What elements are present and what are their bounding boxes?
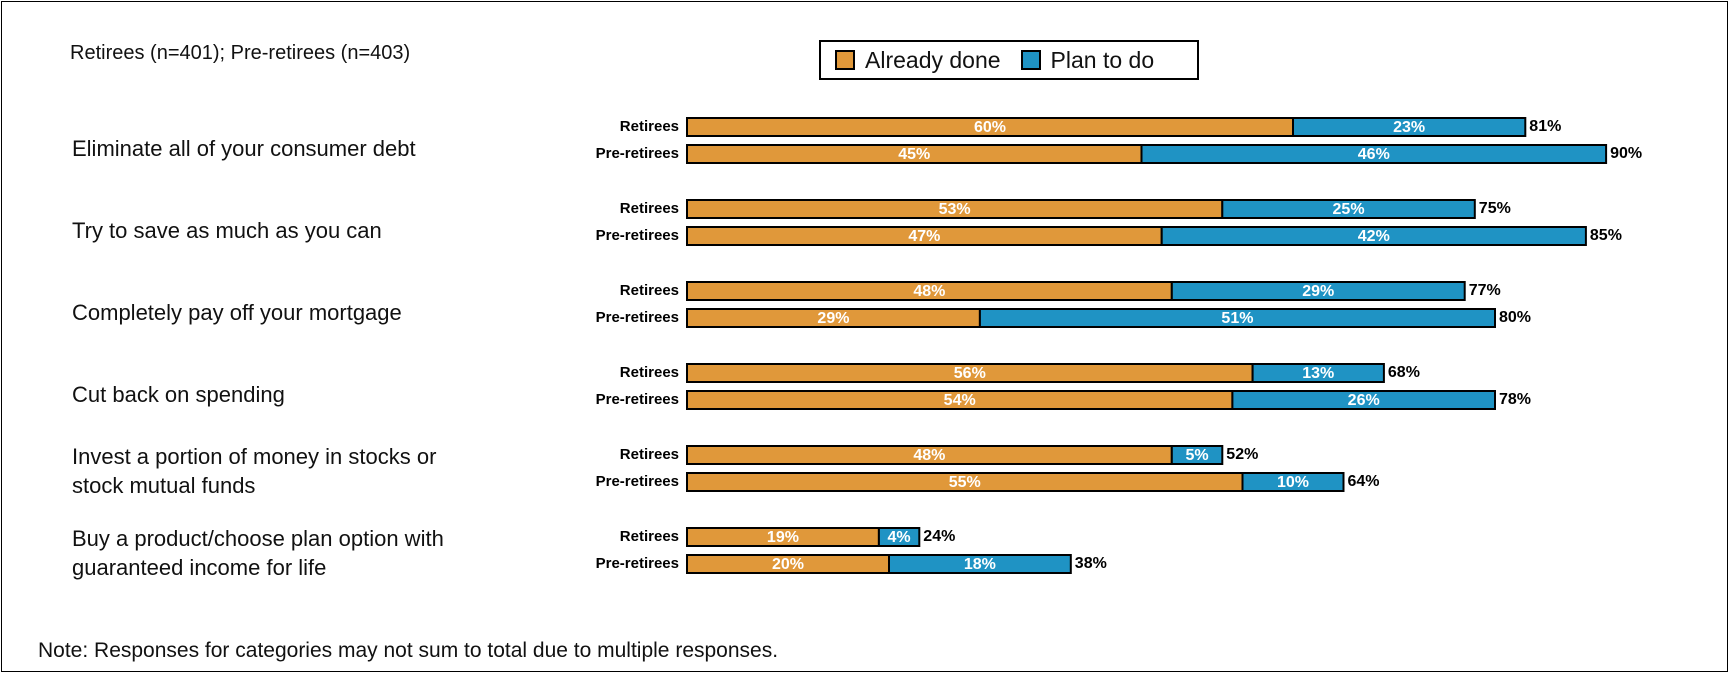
group-label-pre-retirees: Pre-retirees [596, 227, 679, 244]
data-label-total: 81% [1529, 118, 1561, 135]
data-label-total: 52% [1226, 446, 1258, 463]
data-label-plan-to-do: 26% [1348, 392, 1380, 409]
category-label-line: Buy a product/choose plan option with [72, 525, 444, 551]
data-label-total: 77% [1469, 282, 1501, 299]
data-label-plan-to-do: 4% [888, 529, 911, 546]
data-label-already-done: 53% [939, 201, 971, 218]
bar-plan-to-do [1241, 472, 1345, 492]
bar-plan-to-do [888, 554, 1072, 574]
data-label-total: 75% [1479, 200, 1511, 217]
data-label-plan-to-do: 51% [1221, 310, 1253, 327]
group-label-retirees: Retirees [620, 118, 679, 135]
legend-item-already-done: Already done [835, 47, 1001, 74]
data-label-already-done: 55% [949, 474, 981, 491]
group-label-pre-retirees: Pre-retirees [596, 145, 679, 162]
data-label-total: 38% [1075, 555, 1107, 572]
legend-item-plan-to-do: Plan to do [1020, 46, 1155, 74]
data-label-plan-to-do: 18% [964, 556, 996, 573]
legend-swatch-already-done [835, 50, 855, 70]
data-label-already-done: 20% [772, 556, 804, 573]
group-label-retirees: Retirees [620, 528, 679, 545]
group-label-retirees: Retirees [620, 364, 679, 381]
data-label-total: 68% [1388, 364, 1420, 381]
bar-plan-to-do [1231, 390, 1497, 410]
data-label-plan-to-do: 5% [1185, 447, 1208, 464]
category-label-line: Invest a portion of money in stocks or [72, 443, 437, 469]
category-label-line: Try to save as much as you can [72, 218, 382, 243]
category-label-line: stock mutual funds [72, 472, 256, 498]
group-label-pre-retirees: Pre-retirees [596, 309, 679, 326]
legend-label-plan-to-do: Plan to do [1050, 46, 1155, 73]
category-label: Invest a portion of money in stocks or st… [72, 442, 522, 500]
legend-label-already-done: Already done [865, 46, 1001, 73]
category-label: Cut back on spending [72, 380, 522, 409]
data-label-plan-to-do: 23% [1393, 119, 1425, 136]
data-label-already-done: 60% [974, 119, 1006, 136]
bar-plan-to-do [1292, 117, 1527, 137]
data-label-already-done: 56% [954, 365, 986, 382]
data-label-already-done: 19% [767, 529, 799, 546]
bar-plan-to-do [978, 308, 1496, 328]
category-label-line: Cut back on spending [72, 382, 285, 407]
category-label-line: Completely pay off your mortgage [72, 300, 402, 325]
footnote: Note: Responses for categories may not s… [38, 639, 779, 662]
bar-plan-to-do [1160, 226, 1587, 246]
data-label-already-done: 54% [944, 392, 976, 409]
category-label-line: guaranteed income for life [72, 554, 327, 580]
bar-plan-to-do [1221, 199, 1476, 219]
data-label-plan-to-do: 13% [1302, 365, 1334, 382]
group-label-pre-retirees: Pre-retirees [596, 391, 679, 408]
data-label-plan-to-do: 29% [1302, 283, 1334, 300]
category-label: Buy a product/choose plan option with gua… [72, 524, 522, 582]
group-label-retirees: Retirees [620, 446, 679, 463]
data-label-plan-to-do: 42% [1358, 228, 1390, 245]
category-label-line: Eliminate all of your consumer debt [72, 136, 416, 161]
sample-size-note: Retirees (n=401); Pre-retirees (n=403) [70, 42, 411, 64]
bar-plan-to-do [1140, 144, 1608, 164]
data-label-plan-to-do: 25% [1333, 201, 1365, 218]
data-label-total: 85% [1590, 227, 1622, 244]
category-label: Completely pay off your mortgage [72, 298, 522, 327]
bar-plan-to-do [1170, 281, 1466, 301]
data-label-already-done: 29% [817, 310, 849, 327]
group-label-pre-retirees: Pre-retirees [596, 555, 679, 572]
data-label-plan-to-do: 46% [1358, 146, 1390, 163]
legend: Already done Plan to do [819, 40, 1199, 80]
group-label-retirees: Retirees [620, 200, 679, 217]
data-label-plan-to-do: 10% [1277, 474, 1309, 491]
bar-plan-to-do [1170, 445, 1224, 465]
data-label-already-done: 48% [913, 283, 945, 300]
legend-swatch-plan-to-do [1020, 50, 1041, 70]
data-label-already-done: 47% [908, 228, 940, 245]
category-label: Eliminate all of your consumer debt [72, 134, 522, 163]
data-label-total: 64% [1348, 473, 1380, 490]
data-label-total: 90% [1610, 145, 1642, 162]
group-label-pre-retirees: Pre-retirees [596, 473, 679, 490]
bar-plan-to-do [877, 527, 921, 547]
data-label-already-done: 45% [898, 146, 930, 163]
bar-plan-to-do [1251, 363, 1385, 383]
category-label: Try to save as much as you can [72, 216, 522, 245]
data-label-total: 78% [1499, 391, 1531, 408]
data-label-total: 24% [923, 528, 955, 545]
data-label-already-done: 48% [913, 447, 945, 464]
data-label-total: 80% [1499, 309, 1531, 326]
group-label-retirees: Retirees [620, 282, 679, 299]
